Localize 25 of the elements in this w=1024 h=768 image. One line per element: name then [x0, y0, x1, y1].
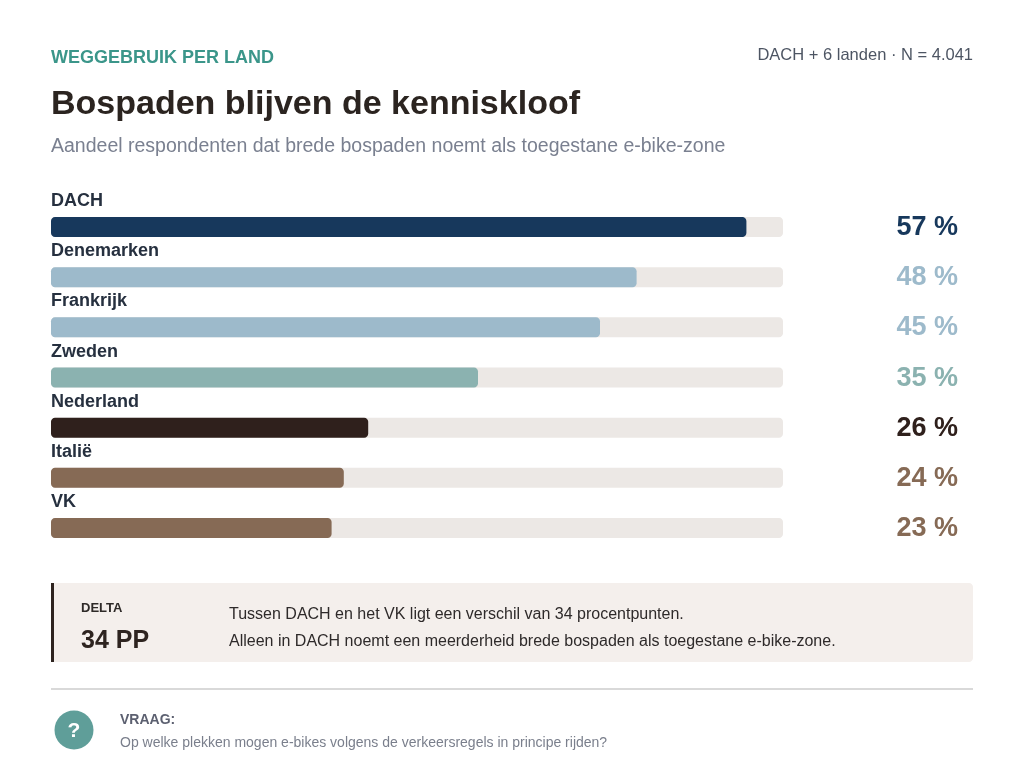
text: Alleen in DACH noemt een meerderheid brede bospaden als toegestane e-bike-zone.: [229, 632, 836, 649]
y-tick-label: Zweden: [51, 340, 119, 361]
y-tick-label: VK: [51, 490, 77, 511]
text: Op welke plekken mogen e-bikes volgens de verkeersregels in principe rijden?: [120, 734, 608, 750]
y-tick-label: Denemarken: [51, 240, 160, 261]
data-label: 57 %: [896, 211, 958, 242]
y-tick-label: Frankrijk: [51, 290, 129, 311]
text: DACH + 6 landen · N = 4.041: [757, 45, 973, 63]
data-label: 23 %: [896, 511, 958, 542]
y-tick-label: Nederland: [51, 390, 140, 411]
text: Tussen DACH en het VK ligt een verschil van 34 procentpunten.: [229, 605, 684, 622]
text: WEGGEBRUIK PER LAND: [51, 47, 275, 67]
y-tick-label: DACH: [51, 190, 103, 211]
data-label: 48 %: [896, 261, 958, 292]
text: 34 PP: [81, 625, 150, 653]
data-label: 24 %: [896, 461, 958, 492]
text: ?: [67, 718, 81, 741]
text: VRAAG:: [120, 711, 176, 727]
data-label: 45 %: [896, 311, 958, 342]
data-label: 35 %: [896, 361, 958, 392]
chart-subtitle: Aandeel respondenten dat brede bospaden noemt als toegestane e-bike-zone: [51, 134, 726, 156]
y-tick-label: Italië: [51, 440, 93, 461]
chart-title: Bospaden blijven de kenniskloof: [51, 83, 581, 121]
data-label: 26 %: [896, 411, 958, 442]
text: DELTA: [81, 600, 124, 615]
